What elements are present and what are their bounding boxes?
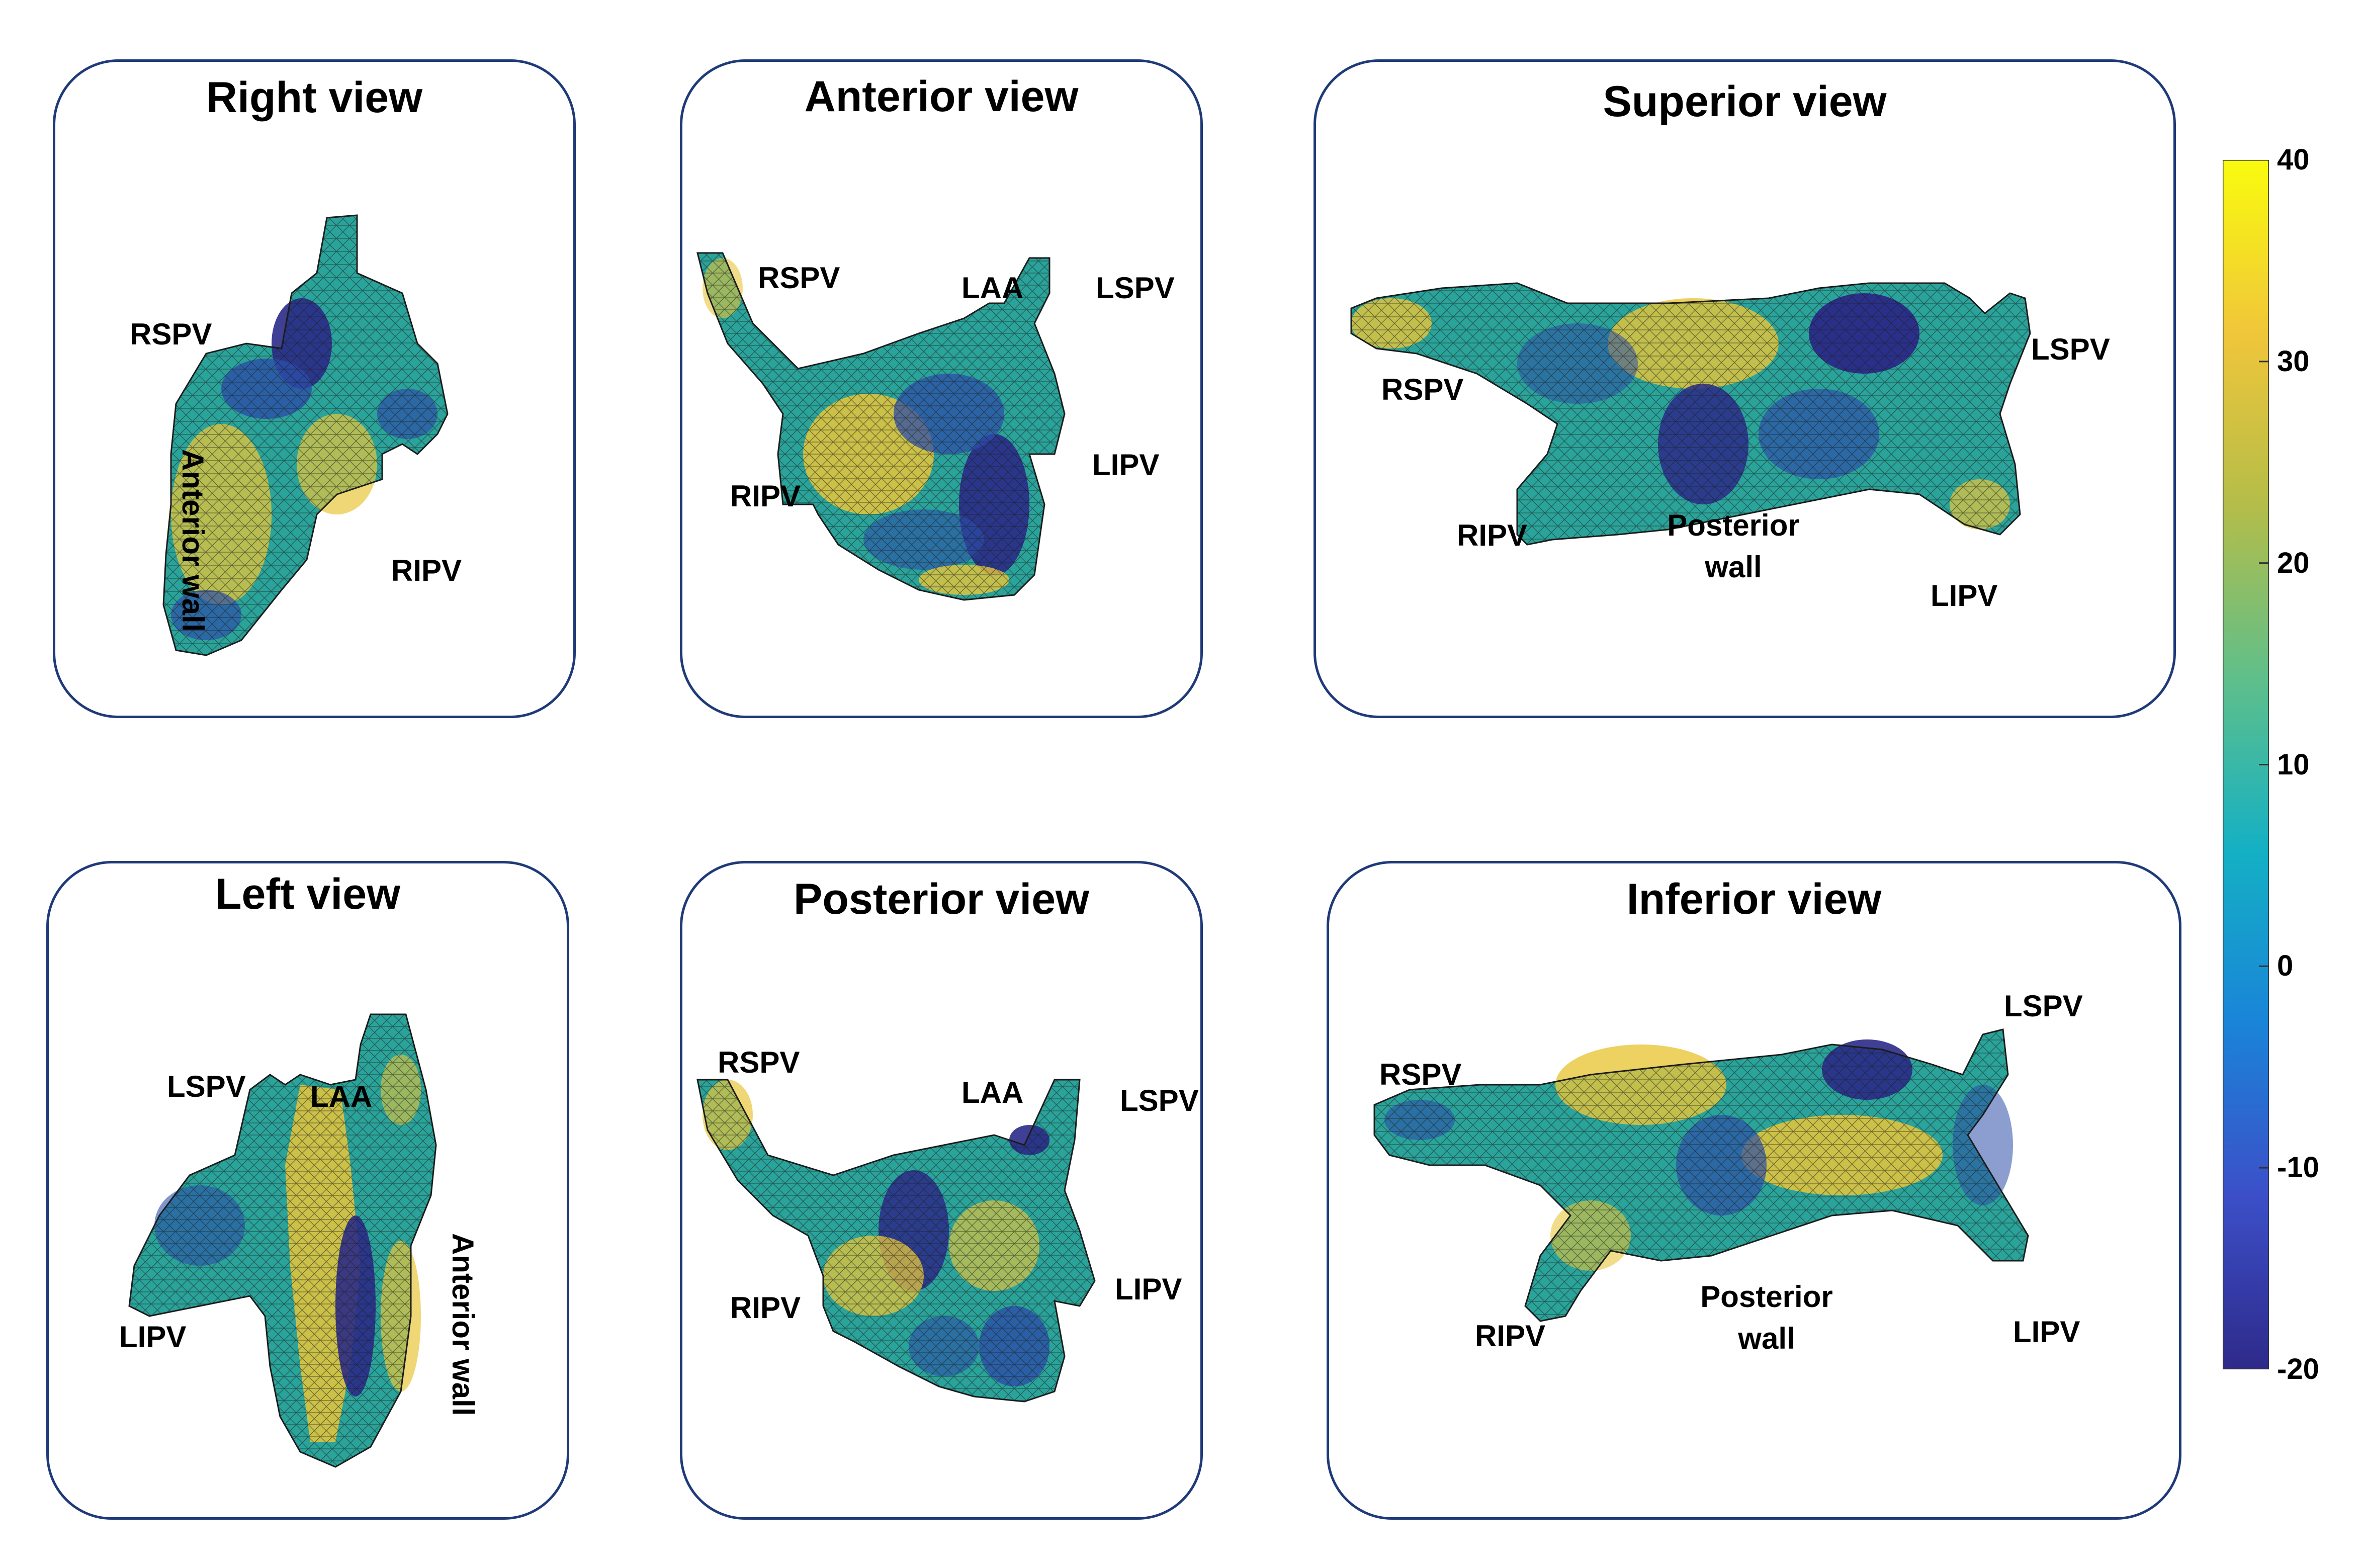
panel-superior-view: Superior view RSPV LSPV RIPV LIPV Poster…	[1314, 59, 2176, 718]
label-posterior-wall: Posterior wall	[1691, 1281, 1842, 1354]
label-rspv: RSPV	[758, 261, 840, 295]
label-lipv: LIPV	[1092, 448, 1160, 482]
atrium-mesh-right	[162, 214, 449, 656]
label-lspv: LSPV	[2031, 332, 2110, 366]
label-posterior-wall-line2: wall	[1738, 1322, 1795, 1355]
atrium-mesh-inferior	[1373, 1028, 2029, 1322]
colorbar-tick-label: 10	[2277, 748, 2310, 781]
label-posterior-wall-line1: Posterior	[1700, 1280, 1833, 1314]
label-laa: LAA	[961, 271, 1024, 305]
panel-inferior-view: Inferior view RSPV LSPV RIPV LIPV Poster…	[1327, 861, 2181, 1520]
label-lspv: LSPV	[1096, 271, 1175, 305]
panel-title: Left view	[215, 870, 400, 918]
colorbar-tick-label: 20	[2277, 546, 2310, 579]
label-lspv: LSPV	[1120, 1084, 1199, 1117]
label-lipv: LIPV	[1115, 1272, 1182, 1306]
label-posterior-wall-line1: Posterior	[1667, 508, 1800, 542]
label-rspv: RSPV	[1379, 1058, 1462, 1091]
label-posterior-wall-line2: wall	[1705, 550, 1762, 584]
label-ripv: RIPV	[1457, 518, 1528, 552]
colorbar-tick-label: 40	[2277, 143, 2310, 176]
panel-title: Posterior view	[794, 875, 1089, 923]
panel-left-view: Left view LSPV LAA LIPV Anterior wall	[46, 861, 569, 1520]
atrium-mesh-posterior	[696, 1079, 1096, 1403]
label-lspv: LSPV	[167, 1070, 246, 1103]
label-lspv: LSPV	[2004, 989, 2083, 1023]
panel-title: Inferior view	[1626, 875, 1882, 923]
colorbar	[2223, 160, 2269, 1369]
panel-anterior-view: Anterior view RSPV LAA LSPV RIPV LIPV	[680, 59, 1203, 718]
colorbar-tick-label: 30	[2277, 344, 2310, 378]
panel-title: Right view	[206, 73, 423, 122]
label-ripv: RIPV	[391, 554, 462, 587]
colorbar-tick-label: -10	[2277, 1151, 2319, 1184]
label-posterior-wall: Posterior wall	[1658, 509, 1809, 583]
label-rspv: RSPV	[718, 1046, 800, 1079]
label-lipv: LIPV	[1931, 579, 1998, 613]
atrium-mesh-left	[128, 1013, 437, 1468]
panel-right-view: Right view RSPV RIPV Anterior wall	[53, 59, 576, 718]
atrium-mesh-superior	[1350, 282, 2031, 546]
panel-title: Anterior view	[804, 72, 1079, 121]
label-ripv: RIPV	[730, 1291, 801, 1325]
panel-title: Superior view	[1603, 77, 1887, 126]
colorbar-tick-label: -20	[2277, 1353, 2319, 1385]
label-anterior-wall: Anterior wall	[446, 1233, 480, 1416]
label-laa: LAA	[310, 1080, 373, 1113]
label-ripv: RIPV	[730, 479, 801, 513]
label-laa: LAA	[961, 1076, 1024, 1109]
label-rspv: RSPV	[130, 317, 212, 351]
atrium-mesh-anterior	[696, 252, 1066, 601]
colorbar-tick-label: 0	[2277, 949, 2294, 983]
label-lipv: LIPV	[119, 1320, 187, 1354]
label-anterior-wall: Anterior wall	[176, 449, 210, 632]
label-rspv: RSPV	[1381, 373, 1464, 406]
label-lipv: LIPV	[2013, 1315, 2080, 1349]
label-ripv: RIPV	[1475, 1319, 1546, 1353]
colorbar-tick-marks	[2259, 160, 2269, 1369]
panel-posterior-view: Posterior view RSPV LAA LSPV RIPV LIPV	[680, 861, 1203, 1520]
